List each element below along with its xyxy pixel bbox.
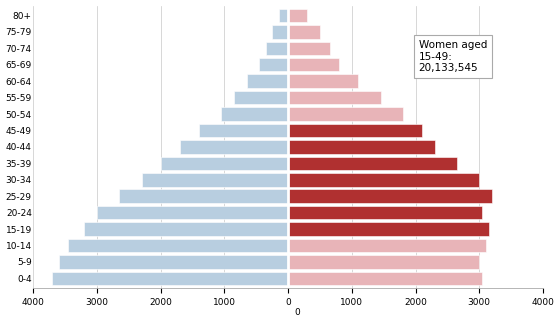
Bar	[288, 140, 435, 154]
Bar	[288, 222, 489, 236]
Bar	[288, 107, 403, 121]
Bar	[288, 25, 320, 39]
Bar	[52, 272, 288, 285]
Bar	[278, 9, 288, 22]
Bar	[288, 239, 486, 252]
Text: 0: 0	[295, 308, 301, 317]
Bar	[180, 140, 288, 154]
Bar	[266, 42, 288, 55]
Bar	[288, 272, 483, 285]
Bar	[84, 222, 288, 236]
Bar	[272, 25, 288, 39]
Bar	[288, 206, 483, 220]
Bar	[234, 91, 288, 104]
Bar	[288, 58, 339, 71]
Bar	[119, 189, 288, 203]
Bar	[288, 189, 492, 203]
Bar	[246, 75, 288, 88]
Text: Women aged
15-49:
20,133,545: Women aged 15-49: 20,133,545	[419, 40, 487, 73]
Bar	[97, 206, 288, 220]
Bar	[142, 173, 288, 187]
Bar	[59, 255, 288, 269]
Bar	[199, 124, 288, 137]
Bar	[259, 58, 288, 71]
Bar	[161, 156, 288, 170]
Bar	[288, 91, 380, 104]
Bar	[288, 42, 329, 55]
Bar	[288, 255, 479, 269]
Bar	[221, 107, 288, 121]
Bar	[288, 75, 358, 88]
Bar	[288, 173, 479, 187]
Bar	[68, 239, 288, 252]
Bar	[288, 156, 457, 170]
Bar	[288, 124, 422, 137]
Bar	[288, 9, 307, 22]
